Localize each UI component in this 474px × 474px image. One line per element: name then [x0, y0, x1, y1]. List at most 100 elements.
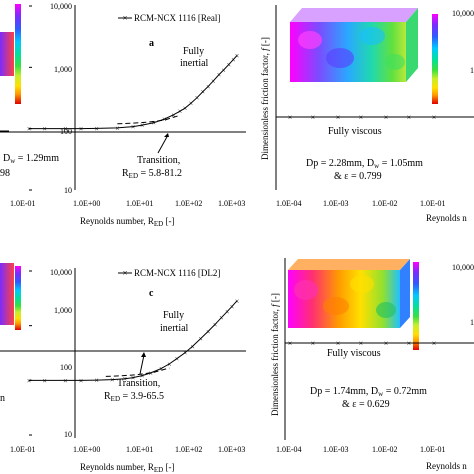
series-line-c [29, 300, 238, 381]
grain-3-d [350, 275, 374, 293]
data-point-b-5: × [407, 113, 412, 122]
dimension-note-c: n [0, 393, 5, 404]
x-tick-label-a-4: 1.0E+03 [218, 199, 245, 208]
block-top-d [288, 259, 410, 270]
data-point-a-14: × [195, 94, 200, 103]
transition-pointer-c [139, 354, 145, 375]
porous-media-render-d [288, 259, 410, 328]
x-tick-label-c-3: 1.0E+02 [175, 445, 202, 454]
x-tick-label-d-0: 1.0E-04 [276, 445, 302, 454]
data-point-c-7: × [131, 374, 136, 383]
transition-arrowhead-a [164, 133, 169, 137]
x-tick-label-d-1: 1.0E-03 [323, 445, 349, 454]
x-axis-label-d: Reynolds n [426, 461, 467, 471]
y-tick-label-10000-a: 10,000 [50, 2, 72, 11]
regime-label-fully-c: Fully [163, 310, 184, 321]
y-tick-label-10-a: 10 [64, 186, 72, 195]
y-axis-label-d: Dimensionless friction factor, f [-] [270, 293, 280, 416]
regime-label-d: Fully viscous [327, 348, 381, 359]
data-point-c-17: × [213, 320, 218, 329]
grain-4-d [376, 302, 396, 318]
data-point-c-18: × [219, 314, 224, 323]
legend-marker-a: × [122, 13, 127, 23]
porous-media-image-fragment-c [0, 263, 14, 325]
data-point-a-5: × [115, 124, 120, 133]
grain-3-b [359, 27, 385, 45]
data-point-a-13: × [189, 99, 194, 108]
data-point-a-18: × [217, 71, 222, 80]
y-tick-label-1000-a: 1,000 [54, 65, 72, 74]
transition-arrowhead-c [141, 352, 146, 357]
data-point-c-12: × [175, 355, 180, 364]
x-axis-label-b: Reynolds n [426, 213, 467, 223]
geometry-note-b-2: & ε = 0.799 [334, 171, 382, 182]
x-tick-label-a-0: 1.0E-01 [10, 199, 36, 208]
panel-a: 10,000 1,000 100 10 × × × × × × × × × × × × ××××××××… [0, 2, 246, 228]
data-point-a-2: × [63, 125, 68, 134]
data-point-d-1: × [311, 339, 316, 348]
data-point-a-0: × [27, 125, 32, 134]
panel-label-c: c [149, 288, 154, 299]
block-side-b [406, 8, 418, 82]
x-tick-label-b-2: 1.0E-02 [372, 199, 398, 208]
legend-label-c: RCM-NCX 1116 [DL2] [134, 268, 220, 278]
grain-2-d [323, 297, 349, 315]
data-point-c-13: × [183, 349, 188, 358]
x-axis-label-c: Reynolds number, RED [-] [80, 462, 174, 474]
data-point-a-21: × [231, 56, 236, 65]
data-point-c-8: × [140, 372, 145, 381]
data-point-c-2: × [63, 376, 68, 385]
panel-d: Dimensionless friction factor, f [-] 10,… [270, 258, 474, 471]
colorbar [15, 4, 21, 104]
data-point-c-4: × [94, 376, 99, 385]
data-point-c-9: × [149, 369, 154, 378]
x-tick-label-d-3: 1.0E-01 [420, 445, 446, 454]
geometry-note-d-2: & ε = 0.629 [342, 399, 390, 410]
grain-1-d [294, 280, 318, 300]
data-point-b-1: × [311, 113, 316, 122]
transition-range-c: RED = 3.9-65.5 [104, 391, 164, 403]
data-point-a-12: × [183, 104, 188, 113]
data-point-a-17: × [211, 77, 216, 86]
y-tick-label-10-c: 10 [64, 430, 72, 439]
regime-label-inertial-a: inertial [180, 58, 209, 69]
x-tick-label-c-4: 1.0E+03 [218, 445, 245, 454]
data-point-a-6: × [131, 123, 136, 132]
series-c: × × × × × × × × × × ×××××××××××× [27, 297, 240, 386]
data-point-d-0: × [288, 339, 293, 348]
grain-4-b [385, 54, 405, 70]
data-point-c-1: × [42, 376, 47, 385]
data-point-a-20: × [227, 60, 232, 69]
data-point-b-3: × [359, 113, 364, 122]
x-tick-label-c-0: 1.0E-01 [10, 445, 36, 454]
block-side-d [400, 259, 410, 328]
x-tick-label-c-1: 1.0E+00 [73, 445, 100, 454]
porous-media-render-b [290, 8, 418, 82]
data-point-a-10: × [171, 111, 176, 120]
data-point-b-2: × [336, 113, 341, 122]
data-point-a-11: × [178, 107, 183, 116]
data-point-c-0: × [27, 376, 32, 385]
data-point-c-3: × [79, 376, 84, 385]
x-tick-label-a-3: 1.0E+02 [175, 199, 202, 208]
legend-marker-c: × [122, 268, 127, 278]
regime-label-fully-a: Fully [183, 46, 204, 57]
data-point-c-14: × [190, 342, 195, 351]
data-point-c-5: × [110, 376, 115, 385]
data-point-c-16: × [206, 327, 211, 336]
dimension-note-a-1: Dw = 1.29mm [3, 153, 59, 165]
series-a: × × × × × × × × × × × × ×××××××××× × [27, 51, 240, 133]
geometry-note-d-1: Dp = 1.74mm, Dw = 0.72mm [310, 386, 427, 398]
transition-pointer-a [157, 134, 169, 154]
transition-title-a: Transition, [137, 155, 180, 166]
series-b: × × × × × × × [288, 113, 437, 122]
data-point-c-11: × [167, 360, 172, 369]
data-point-b-0: × [288, 113, 293, 122]
data-point-a-22: × [235, 51, 240, 60]
colorbar-c [15, 266, 21, 330]
geometry-note-b-1: Dp = 2.28mm, Dw = 1.05mm [306, 158, 423, 170]
colorbar-b [432, 14, 438, 104]
data-point-d-4: × [384, 339, 389, 348]
panel-c: 10,000 1,000 100 10 × × × × × × × × × × ××××××××××… [0, 263, 246, 474]
data-point-a-7: × [140, 121, 145, 130]
